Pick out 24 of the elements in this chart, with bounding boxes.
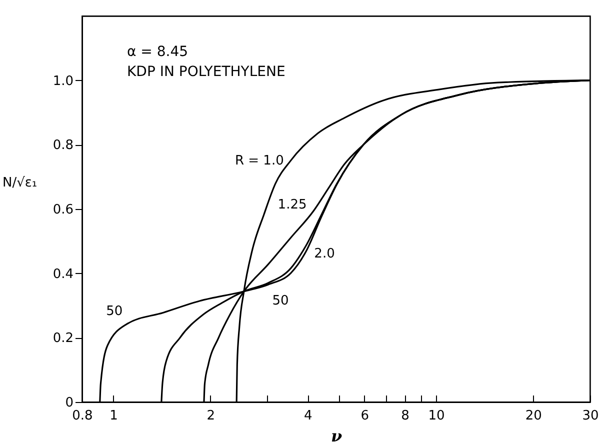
- y-tick-label: 0: [65, 396, 74, 410]
- x-tick-label: 30: [582, 408, 599, 424]
- series-label: 1.25: [278, 198, 307, 213]
- x-tick-label: 4: [304, 408, 312, 424]
- y-axis-title: N/√ε₁: [2, 176, 38, 190]
- x-tick-label: 0.8: [72, 408, 93, 424]
- y-tick-label: 1.0: [52, 74, 74, 89]
- x-tick-label: 6: [360, 408, 370, 424]
- x-tick-label: 20: [525, 408, 542, 424]
- series-label: 50: [106, 304, 123, 320]
- x-tick-label: 2: [206, 408, 216, 424]
- series-label: 2.0: [314, 246, 335, 262]
- x-tick-label: 8: [401, 408, 410, 424]
- text: 50: [272, 294, 289, 309]
- x-axis-title: ν: [330, 426, 342, 445]
- y-tick-label: 0.6: [52, 202, 74, 218]
- annotation: α = 8.45: [127, 44, 188, 60]
- x-tick-label: 1: [110, 408, 118, 424]
- y-tick-label: 0.2: [52, 331, 74, 346]
- y-tick-label: 0.4: [52, 266, 74, 282]
- annotation: KDP IN POLYETHYLENE: [127, 64, 286, 80]
- x-tick-label: 10: [428, 408, 445, 424]
- series-label: R = 1.0: [234, 153, 284, 168]
- y-tick-label: 0.8: [52, 138, 74, 154]
